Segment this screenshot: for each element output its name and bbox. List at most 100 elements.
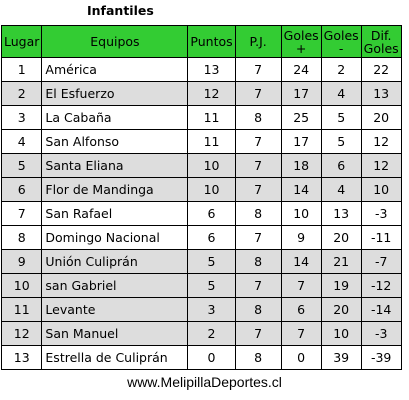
cell-pj: 7 — [234, 273, 282, 298]
cell-equipo: El Esfuerzo — [41, 81, 189, 106]
cell-goles-contra: 4 — [320, 177, 362, 202]
table-row: 5 Santa Eliana 10 7 18 6 12 — [0, 153, 402, 178]
website-footer: www.MelipillaDeportes.cl — [127, 374, 282, 390]
cell-equipo: San Rafael — [41, 201, 189, 226]
cell-dif-goles: 10 — [360, 177, 402, 202]
cell-goles-favor: 17 — [280, 129, 322, 154]
cell-dif-goles: -12 — [360, 273, 402, 298]
table-row: 12 San Manuel 2 7 7 10 -3 — [0, 321, 402, 346]
header-goles-favor-line2: + — [295, 40, 307, 56]
header-puntos: Puntos — [187, 25, 236, 58]
header-equipos-label: Equipos — [90, 34, 140, 49]
table-row: 11 Levante 3 8 6 20 -14 — [0, 297, 402, 322]
cell-goles-contra: 20 — [320, 225, 362, 250]
cell-goles-favor: 0 — [280, 345, 322, 370]
cell-pj: 8 — [234, 345, 282, 370]
header-goles-contra-line1: Goles — [323, 27, 359, 43]
cell-goles-contra: 5 — [320, 105, 362, 130]
table-row: 4 San Alfonso 11 7 17 5 12 — [0, 129, 402, 154]
cell-lugar: 5 — [0, 153, 43, 178]
cell-lugar: 13 — [0, 345, 43, 370]
cell-puntos: 10 — [187, 153, 236, 178]
cell-puntos: 11 — [187, 105, 236, 130]
cell-lugar: 1 — [0, 57, 43, 82]
header-goles-favor: Goles + — [280, 25, 322, 58]
cell-puntos: 5 — [187, 249, 236, 274]
standings-table: Lugar Equipos Puntos P.J. Goles + Goles - … — [0, 25, 402, 370]
cell-lugar: 10 — [0, 273, 43, 298]
header-goles-favor-line1: Goles — [283, 27, 319, 43]
cell-goles-contra: 2 — [320, 57, 362, 82]
cell-pj: 8 — [234, 105, 282, 130]
cell-goles-favor: 7 — [280, 273, 322, 298]
header-lugar-label: Lugar — [4, 34, 40, 49]
cell-equipo: Levante — [41, 297, 189, 322]
table-row: 7 San Rafael 6 8 10 13 -3 — [0, 201, 402, 226]
cell-dif-goles: -11 — [360, 225, 402, 250]
cell-lugar: 12 — [0, 321, 43, 346]
header-goles-contra: Goles - — [320, 25, 362, 58]
cell-equipo: san Gabriel — [41, 273, 189, 298]
header-pj-label: P.J. — [249, 34, 267, 49]
cell-equipo: Domingo Nacional — [41, 225, 189, 250]
header-lugar: Lugar — [0, 25, 43, 58]
cell-goles-favor: 25 — [280, 105, 322, 130]
cell-dif-goles: -3 — [360, 201, 402, 226]
cell-goles-contra: 20 — [320, 297, 362, 322]
cell-pj: 7 — [234, 81, 282, 106]
cell-puntos: 3 — [187, 297, 236, 322]
cell-dif-goles: -14 — [360, 297, 402, 322]
header-pj: P.J. — [234, 25, 282, 58]
table-row: 13 Estrella de Culiprán 0 8 0 39 -39 — [0, 345, 402, 370]
table-row: 10 san Gabriel 5 7 7 19 -12 — [0, 273, 402, 298]
table-row: 1 América 13 7 24 2 22 — [0, 57, 402, 82]
cell-goles-favor: 17 — [280, 81, 322, 106]
cell-pj: 7 — [234, 57, 282, 82]
cell-goles-favor: 7 — [280, 321, 322, 346]
cell-goles-favor: 14 — [280, 249, 322, 274]
cell-equipo: América — [41, 57, 189, 82]
cell-puntos: 11 — [187, 129, 236, 154]
table-row: 3 La Cabaña 11 8 25 5 20 — [0, 105, 402, 130]
cell-goles-contra: 4 — [320, 81, 362, 106]
table-row: 9 Unión Culiprán 5 8 14 21 -7 — [0, 249, 402, 274]
cell-goles-favor: 6 — [280, 297, 322, 322]
cell-equipo: Estrella de Culiprán — [41, 345, 189, 370]
cell-goles-favor: 18 — [280, 153, 322, 178]
cell-goles-favor: 9 — [280, 225, 322, 250]
cell-pj: 8 — [234, 297, 282, 322]
cell-dif-goles: -39 — [360, 345, 402, 370]
cell-lugar: 4 — [0, 129, 43, 154]
cell-dif-goles: 12 — [360, 153, 402, 178]
cell-puntos: 2 — [187, 321, 236, 346]
table-row: 2 El Esfuerzo 12 7 17 4 13 — [0, 81, 402, 106]
cell-pj: 7 — [234, 321, 282, 346]
cell-puntos: 5 — [187, 273, 236, 298]
cell-goles-contra: 6 — [320, 153, 362, 178]
cell-puntos: 10 — [187, 177, 236, 202]
cell-puntos: 0 — [187, 345, 236, 370]
cell-goles-contra: 5 — [320, 129, 362, 154]
cell-dif-goles: 22 — [360, 57, 402, 82]
cell-goles-contra: 10 — [320, 321, 362, 346]
header-dif-goles-line1: Dif. — [370, 27, 392, 43]
cell-goles-favor: 14 — [280, 177, 322, 202]
cell-equipo: San Manuel — [41, 321, 189, 346]
cell-goles-contra: 19 — [320, 273, 362, 298]
header-dif-goles-line2: Goles — [363, 40, 399, 56]
cell-goles-contra: 13 — [320, 201, 362, 226]
cell-puntos: 6 — [187, 225, 236, 250]
cell-dif-goles: 12 — [360, 129, 402, 154]
header-puntos-label: Puntos — [190, 34, 233, 49]
cell-puntos: 12 — [187, 81, 236, 106]
cell-dif-goles: 13 — [360, 81, 402, 106]
cell-puntos: 13 — [187, 57, 236, 82]
table-title: Infantiles — [87, 3, 154, 18]
cell-equipo: Santa Eliana — [41, 153, 189, 178]
cell-pj: 7 — [234, 225, 282, 250]
cell-pj: 7 — [234, 153, 282, 178]
cell-lugar: 8 — [0, 225, 43, 250]
header-dif-goles: Dif. Goles — [360, 25, 402, 58]
cell-lugar: 11 — [0, 297, 43, 322]
cell-goles-contra: 21 — [320, 249, 362, 274]
